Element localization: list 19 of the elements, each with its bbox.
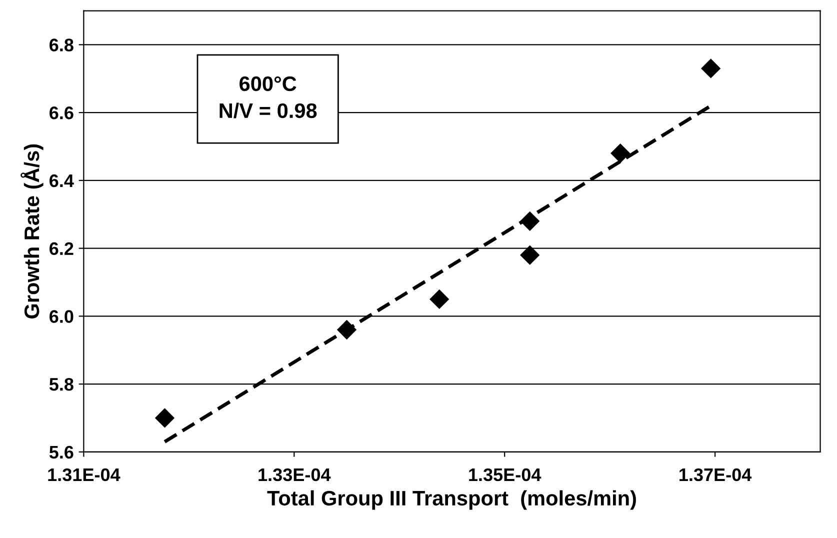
- y-tick-label: 6.8: [50, 38, 74, 52]
- x-tick-label: 1.33E-04: [258, 468, 331, 482]
- x-tick-label: 1.35E-04: [469, 468, 542, 482]
- x-tick-label: 1.31E-04: [48, 468, 120, 482]
- point: [155, 408, 174, 428]
- y-tick-label: 5.6: [49, 446, 74, 459]
- y-tick-label: 6.2: [50, 242, 74, 256]
- x-tick-label: 1.37E-04: [680, 468, 752, 482]
- point: [520, 246, 540, 265]
- point: [610, 144, 630, 163]
- y-tick-label: 6.4: [50, 174, 74, 188]
- point: [430, 290, 449, 309]
- y-tick-label: 6.0: [50, 310, 74, 323]
- point: [701, 58, 720, 78]
- y-tick-label: 5.8: [49, 378, 74, 391]
- annotation: 600°C N/V = 0.98: [220, 76, 317, 118]
- y-axis-title: Growth Rate (Å/s): [20, 144, 44, 318]
- x-axis-title: Total Group III Transport (moles/min): [267, 490, 636, 510]
- y-tick-label: 6.6: [50, 106, 74, 120]
